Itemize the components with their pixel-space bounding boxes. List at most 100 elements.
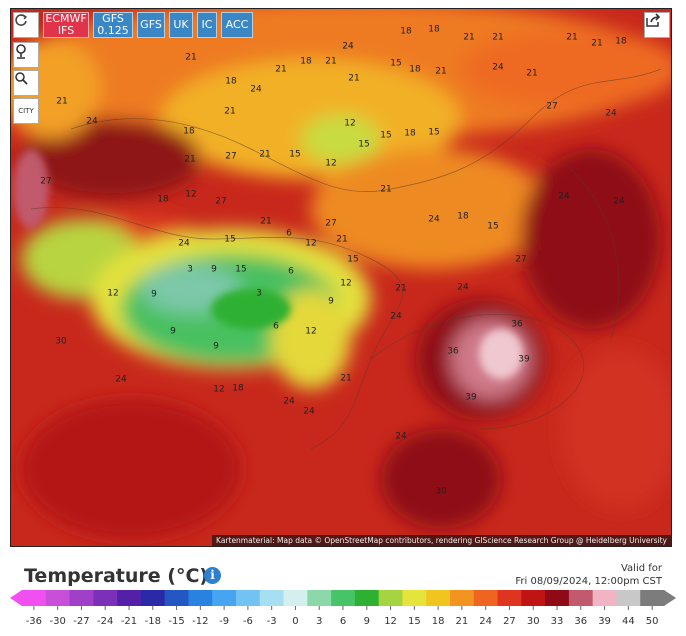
temperature-label: 15	[380, 131, 391, 141]
scale-tick-label: 44	[622, 616, 635, 627]
color-scale: -36 -30 -27 -24 -21 -18 -15 -12 -9 -6 -3 0 3 6 9 12 15 18…	[10, 590, 676, 627]
model-button[interactable]: IC	[197, 12, 217, 38]
scale-segment	[354, 590, 380, 606]
temperature-label: 24	[86, 117, 98, 127]
scale-tick-label: -15	[168, 616, 184, 627]
temperature-label: 30	[55, 337, 67, 347]
temperature-label: 27	[546, 102, 557, 112]
scale-segment	[592, 590, 617, 606]
scale-tick-label: 50	[646, 616, 659, 627]
model-button[interactable]: GFS	[137, 12, 165, 38]
temperature-label: 27	[515, 255, 526, 265]
temperature-label: 18	[400, 27, 412, 37]
scale-tick-label: 39	[598, 616, 611, 627]
temperature-label: 21	[348, 74, 359, 84]
model-button[interactable]: ECMWF IFS	[43, 12, 89, 38]
info-icon[interactable]: i	[204, 567, 221, 584]
temperature-label: 24	[558, 192, 570, 202]
temperature-label: 9	[151, 290, 157, 300]
pin-icon	[16, 44, 26, 59]
share-button[interactable]	[644, 12, 670, 38]
model-label: GFS	[102, 12, 124, 25]
scale-segment	[497, 590, 522, 606]
model-label: 0.125	[97, 24, 129, 37]
temperature-label: 6	[286, 229, 292, 239]
scale-segment	[45, 590, 71, 606]
temperature-label: 15	[390, 59, 401, 69]
scale-tick-label: -27	[73, 616, 89, 627]
city-button[interactable]: CITY	[13, 98, 39, 124]
temperature-label: 36	[447, 347, 459, 357]
temperature-label: 12	[325, 159, 336, 169]
temperature-label: 24	[178, 239, 190, 249]
scale-segment	[378, 590, 403, 606]
scale-segment	[22, 590, 47, 606]
scale-segment	[212, 590, 237, 606]
temperature-label: 24	[250, 85, 262, 95]
temperature-label: 21	[492, 33, 503, 43]
scale-segment	[521, 590, 546, 606]
scale-tick-label: 3	[316, 616, 322, 627]
scale-tick-label: -6	[243, 616, 253, 627]
scale-tick-label: 30	[527, 616, 540, 627]
temperature-label: 27	[40, 177, 51, 187]
refresh-button[interactable]	[13, 12, 39, 38]
temperature-label: 12	[340, 279, 351, 289]
temperature-label: 6	[273, 322, 279, 332]
scale-tick-label: -24	[97, 616, 113, 627]
model-button[interactable]: UK	[169, 12, 193, 38]
temperature-label: 18	[183, 127, 195, 137]
temperature-label: 18	[428, 25, 440, 35]
model-label: ACC	[225, 18, 249, 31]
map[interactable]: 18 18 21 21 21 21 18 24 21 18 24 21 18 21 21 15 18 21 24 21…	[10, 8, 672, 547]
zoom-button[interactable]	[13, 70, 39, 96]
scale-tick-label: 24	[479, 616, 492, 627]
model-button[interactable]: ACC	[221, 12, 253, 38]
temperature-label: 24	[390, 312, 402, 322]
temperature-label: 18	[615, 37, 627, 47]
temperature-label: 15	[347, 255, 358, 265]
temperature-label: 9	[213, 342, 219, 352]
scale-segment	[188, 590, 213, 606]
scale-tick-label: -9	[219, 616, 229, 627]
scale-tick-label: -30	[49, 616, 65, 627]
scale-tick-label: -21	[121, 616, 137, 627]
temperature-label: 21	[325, 57, 336, 67]
temperature-label: 24	[395, 432, 407, 442]
temperature-label: 15	[224, 235, 235, 245]
refresh-icon	[15, 14, 28, 26]
model-label: GFS	[140, 18, 162, 31]
scale-tick-label: 9	[364, 616, 370, 627]
share-icon	[646, 13, 661, 27]
temperature-label: 21	[463, 33, 474, 43]
temperature-label: 21	[56, 97, 67, 107]
temperature-label: 18	[404, 129, 416, 139]
temperature-label: 24	[492, 63, 504, 73]
valid-time: Valid for Fri 08/09/2024, 12:00pm CST	[515, 562, 662, 588]
scale-segment	[283, 590, 308, 606]
attribution: Kartenmaterial: Map data © OpenStreetMap…	[212, 535, 671, 546]
temperature-label: 12	[213, 385, 224, 395]
scale-segment	[616, 590, 641, 606]
scale-segment	[640, 590, 665, 606]
temperature-label: 9	[328, 297, 334, 307]
scale-tick-label: 33	[551, 616, 564, 627]
temperature-label: 24	[613, 197, 625, 207]
temperature-label: 21	[184, 155, 195, 165]
location-button[interactable]	[13, 42, 39, 68]
scale-segment	[117, 590, 142, 606]
temperature-label: 15	[428, 128, 439, 138]
scale-segment	[402, 590, 427, 606]
temperature-label: 30	[435, 487, 447, 497]
scale-tick-label: 21	[456, 616, 469, 627]
model-label: IC	[201, 18, 213, 31]
temperature-label: 15	[358, 140, 369, 150]
temperature-label: 15	[289, 150, 300, 160]
temperature-label: 15	[235, 265, 246, 275]
scale-segment	[307, 590, 332, 606]
scale-tick-label: 15	[408, 616, 421, 627]
temperature-label: 3	[187, 265, 193, 275]
model-button[interactable]: GFS 0.125	[93, 12, 133, 38]
